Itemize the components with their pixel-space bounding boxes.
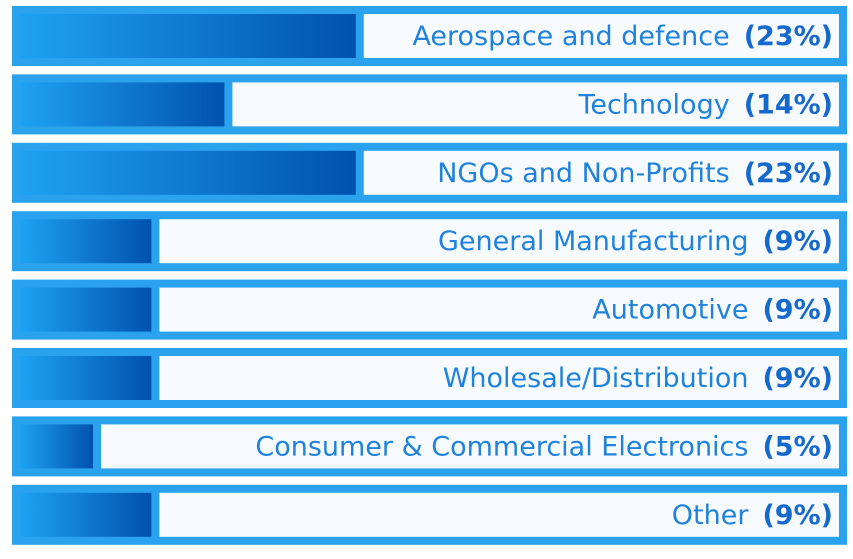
- value-label: (23%): [744, 21, 833, 52]
- label-panel: [159, 219, 839, 264]
- bar: [20, 82, 225, 127]
- row-label: Wholesale/Distribution (9%): [443, 363, 833, 394]
- row-label: Technology (14%): [577, 89, 833, 120]
- row-label: Aerospace and defence (23%): [412, 21, 833, 52]
- label-panel: [232, 82, 839, 127]
- bar: [20, 424, 93, 469]
- value-label: (23%): [744, 157, 833, 188]
- category-label: Consumer & Commercial Electronics: [255, 431, 748, 462]
- bar: [20, 287, 152, 332]
- label-panel: [101, 424, 839, 469]
- row-label: Automotive (9%): [592, 294, 833, 325]
- label-panel: [363, 150, 839, 195]
- category-label: NGOs and Non-Profits: [437, 157, 729, 188]
- label-panel: [159, 492, 839, 537]
- value-label: (5%): [762, 431, 833, 462]
- value-label: (9%): [762, 294, 833, 325]
- row-label: NGOs and Non-Profits (23%): [437, 157, 833, 188]
- bar: [20, 219, 152, 264]
- label-panel: [159, 287, 839, 332]
- value-label: (9%): [762, 499, 833, 530]
- row-label: Other (9%): [672, 499, 833, 530]
- row-label: General Manufacturing (9%): [438, 226, 833, 257]
- category-label: Automotive: [592, 294, 748, 325]
- bar: [20, 356, 152, 400]
- bar: [20, 150, 356, 195]
- category-label: Technology: [577, 89, 729, 120]
- bar: [20, 14, 356, 58]
- row-label: Consumer & Commercial Electronics (5%): [255, 431, 833, 462]
- value-label: (14%): [744, 89, 833, 120]
- bar: [20, 492, 152, 537]
- value-label: (9%): [762, 226, 833, 257]
- category-label: Other: [672, 499, 750, 530]
- value-label: (9%): [762, 363, 833, 394]
- label-panel: [363, 14, 839, 58]
- category-label: General Manufacturing: [438, 226, 749, 257]
- category-label: Aerospace and defence: [412, 21, 729, 52]
- label-panel: [159, 356, 839, 400]
- category-label: Wholesale/Distribution: [443, 363, 749, 394]
